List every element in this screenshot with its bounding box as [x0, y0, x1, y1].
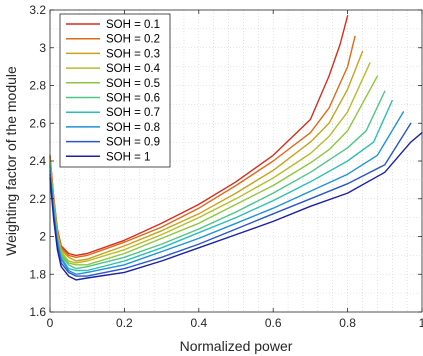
legend-entry-label: SOH = 0.1 [106, 19, 160, 31]
x-tick-label: 0 [47, 316, 54, 330]
legend-entry-label: SOH = 0.6 [106, 93, 160, 105]
legend-entry-label: SOH = 0.4 [106, 63, 161, 75]
legend-entry-label: SOH = 0.8 [106, 122, 160, 134]
series-line-soh-8 [49, 111, 405, 275]
legend-entry-label: SOH = 0.9 [106, 137, 160, 149]
legend: SOH = 0.1 SOH = 0.2 SOH = 0.3 SOH = 0.4 SOH … [59, 13, 171, 168]
y-tick-label: 2.8 [29, 79, 46, 93]
legend-entry-label: SOH = 1 [106, 151, 150, 163]
axis-ticks: 0 0.2 0.4 0.6 0.8 1 1.6 1.8 2 2.2 2.4 2.6 2.8 3 3.2 [29, 3, 423, 330]
y-tick-label: 1.8 [29, 267, 46, 281]
series-lines [49, 14, 423, 281]
y-tick-label: 2.4 [29, 154, 46, 168]
legend-entry-label: SOH = 0.2 [106, 34, 160, 46]
y-tick-label: 3 [39, 41, 46, 55]
x-axis-label: Normalized power [180, 338, 293, 354]
x-tick-label: 1 [419, 316, 423, 330]
x-tick-label: 0.8 [339, 316, 356, 330]
y-tick-label: 2 [39, 230, 46, 244]
legend-entry-label: SOH = 0.3 [106, 48, 160, 60]
y-tick-label: 1.6 [29, 305, 46, 319]
series-line-soh-9 [49, 122, 412, 277]
x-tick-label: 0.2 [116, 316, 133, 330]
y-tick-label: 3.2 [29, 3, 46, 17]
y-axis-label: Weighting factor of the module [3, 66, 19, 256]
y-tick-label: 2.6 [29, 116, 46, 130]
series-line-soh-10 [49, 131, 423, 281]
legend-entry-label: SOH = 0.5 [106, 78, 160, 90]
y-tick-label: 2.2 [29, 192, 46, 206]
x-tick-label: 0.4 [190, 316, 207, 330]
legend-entry-label: SOH = 0.7 [106, 107, 160, 119]
x-tick-label: 0.6 [265, 316, 282, 330]
